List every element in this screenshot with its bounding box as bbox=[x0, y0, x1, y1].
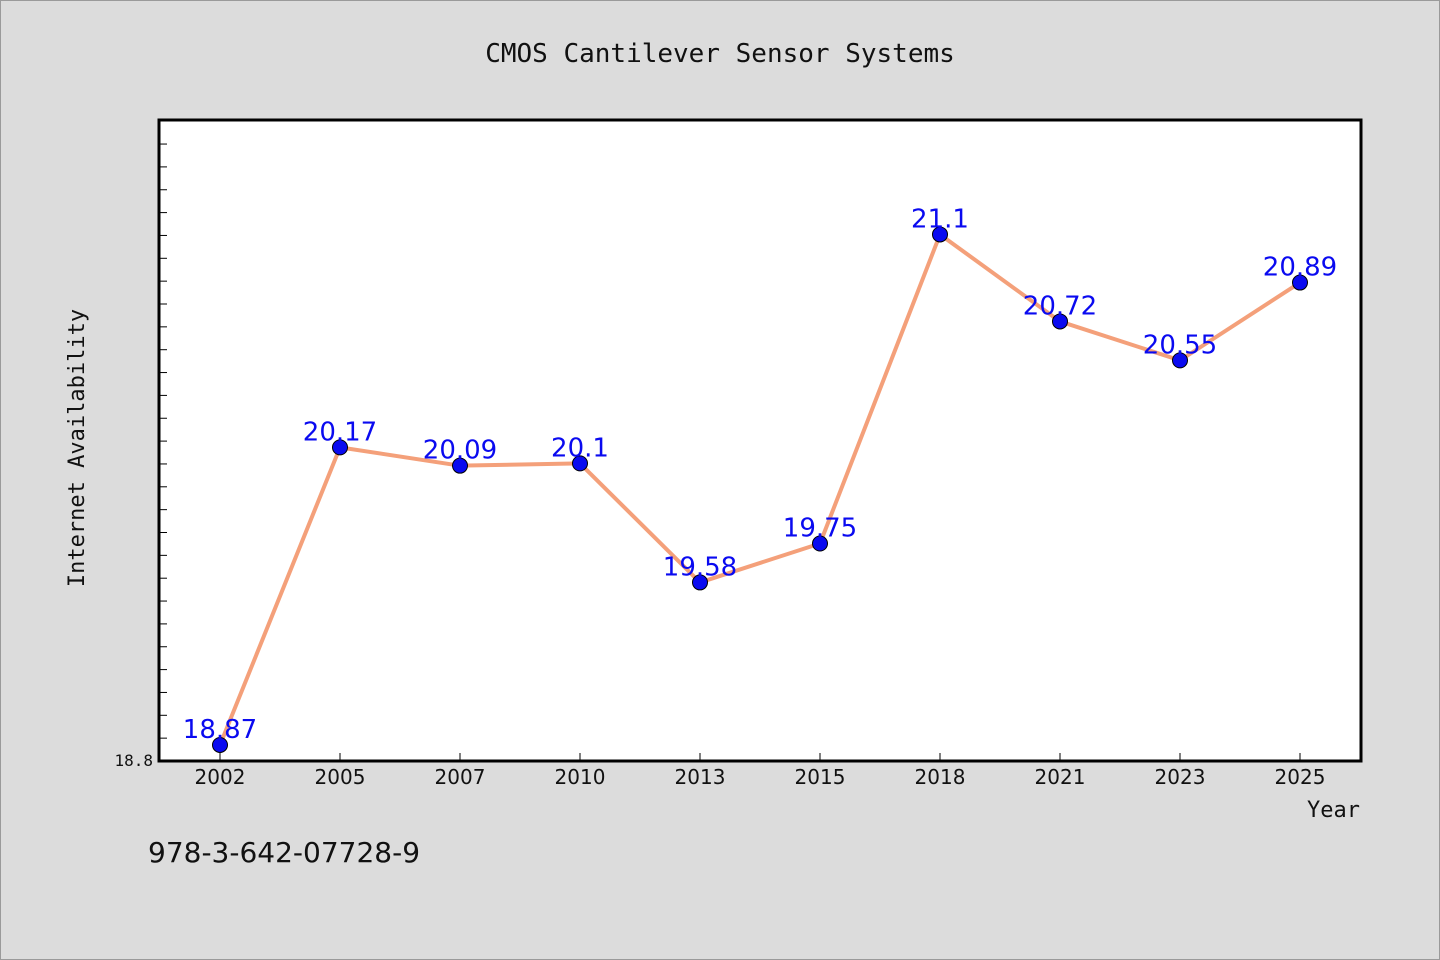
series-line bbox=[218, 232, 1302, 746]
plot-area bbox=[157, 118, 1363, 763]
data-point bbox=[1172, 352, 1188, 369]
x-tick-label: 2025 bbox=[1275, 765, 1326, 789]
data-point bbox=[932, 226, 948, 243]
series-markers bbox=[212, 226, 1308, 753]
x-axis-ticks bbox=[219, 753, 1301, 761]
isbn-footnote: 978-3-642-07728-9 bbox=[148, 836, 420, 869]
data-label: 20.89 bbox=[1263, 253, 1337, 283]
data-label: 20.1 bbox=[551, 433, 609, 463]
data-label: 20.17 bbox=[303, 417, 377, 447]
x-axis-tick-labels: 2002 2005 2007 2010 2013 2015 2018 2021 2023 2025 bbox=[195, 765, 1326, 789]
chart-title: CMOS Cantilever Sensor Systems bbox=[485, 39, 955, 69]
y-tick-label: 18.8 bbox=[114, 751, 153, 770]
x-axis-title: Year bbox=[1307, 798, 1360, 823]
data-label: 21.1 bbox=[911, 204, 969, 234]
x-tick-label: 2010 bbox=[555, 765, 606, 789]
data-label: 20.55 bbox=[1143, 330, 1217, 360]
data-label: 18.87 bbox=[183, 715, 257, 745]
x-tick-label: 2021 bbox=[1035, 765, 1086, 789]
data-point bbox=[812, 535, 828, 552]
data-point bbox=[1292, 274, 1308, 291]
data-point bbox=[1052, 313, 1068, 330]
x-tick-label: 2023 bbox=[1155, 765, 1206, 789]
data-label: 20.09 bbox=[423, 436, 497, 466]
data-point bbox=[332, 439, 348, 456]
y-axis-ticks bbox=[159, 143, 167, 762]
x-tick-label: 2018 bbox=[915, 765, 966, 789]
data-point bbox=[572, 455, 588, 472]
x-tick-label: 2002 bbox=[195, 765, 246, 789]
y-axis-title: Internet Availability bbox=[65, 309, 90, 587]
x-tick-label: 2013 bbox=[675, 765, 726, 789]
data-point bbox=[452, 457, 468, 474]
data-label: 19.58 bbox=[663, 552, 737, 582]
data-labels: 18.87 20.17 20.09 20.1 19.58 19.75 21.1 20.72 20… bbox=[183, 204, 1337, 745]
data-label: 20.72 bbox=[1023, 291, 1097, 321]
x-tick-label: 2007 bbox=[435, 765, 486, 789]
data-label: 19.75 bbox=[783, 514, 857, 544]
data-point bbox=[692, 574, 708, 591]
x-tick-label: 2015 bbox=[795, 765, 846, 789]
x-tick-label: 2005 bbox=[315, 765, 366, 789]
data-point bbox=[212, 736, 228, 753]
